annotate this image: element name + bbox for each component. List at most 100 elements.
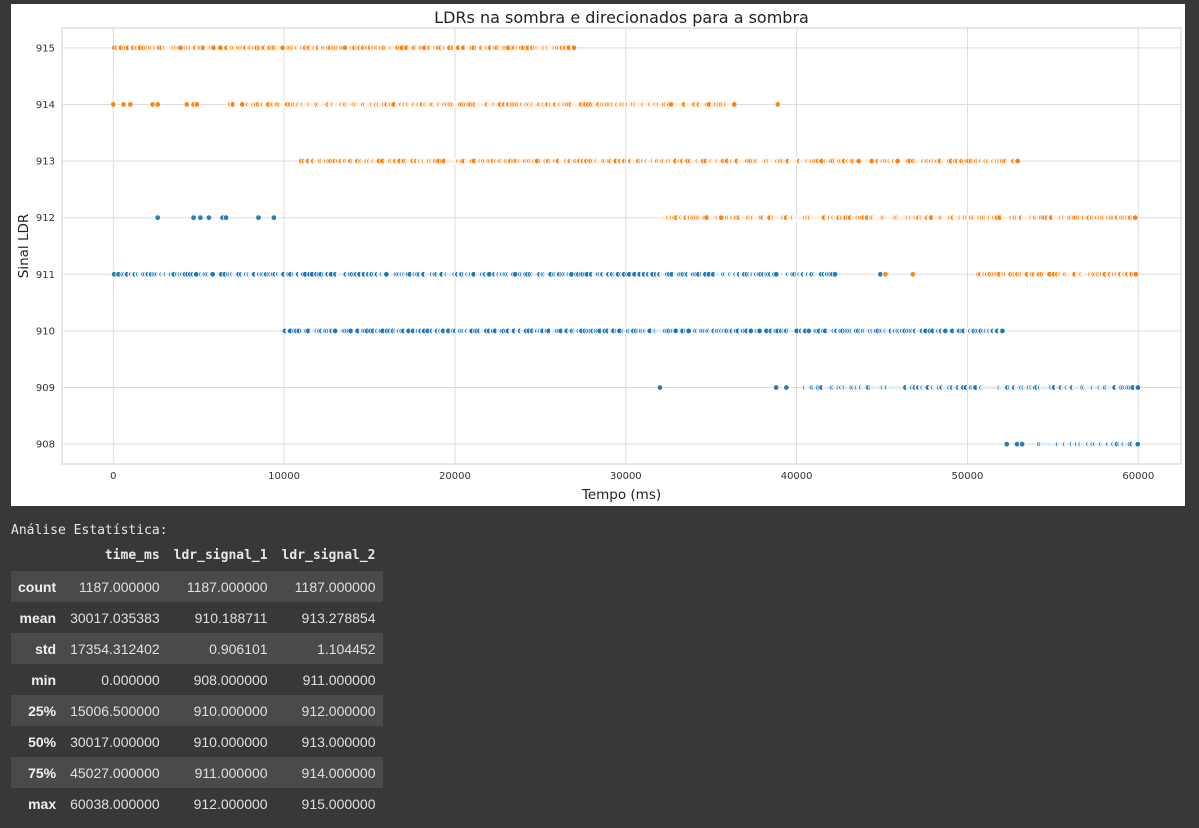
x-tick-label: 40000 [781,471,813,482]
table-row: 50% 30017.000000 910.000000 913.000000 [11,726,383,757]
data-point [570,44,578,52]
row-label: std [35,640,57,657]
data-point [127,101,134,108]
y-axis-label: Sinal LDR [16,214,32,279]
y-tick-label: 911 [36,270,55,281]
row-label: count [18,578,57,595]
data-point [942,327,949,335]
cell-time: 15006.500000 [70,702,160,719]
data-point [255,214,262,221]
data-point [1018,440,1026,448]
scatter-chart-panel: 0 10000 20000 30000 40000 50000 60000 908 909 910… [11,4,1185,506]
cell-ldr2: 911.000000 [302,671,376,688]
table-row: mean 30017.035383 910.188711 913.278854 [11,602,383,633]
data-point [909,271,916,278]
data-point [672,327,679,335]
data-point [279,44,286,52]
data-point [568,271,575,278]
data-point [703,214,710,221]
row-label: min [31,671,57,688]
data-point [772,384,780,391]
row-label: 25% [28,702,57,719]
cell-time: 45027.000000 [70,764,160,781]
data-point [656,384,664,391]
plot-area [61,27,1182,465]
y-tick-label: 913 [36,157,55,168]
row-label: max [28,795,57,812]
cell-ldr2: 913.000000 [301,733,376,750]
data-point [120,101,127,108]
y-tick-label: 910 [36,326,55,337]
data-point [197,214,204,221]
cell-time: 30017.035383 [70,609,160,626]
cell-ldr2: 912.000000 [301,702,376,719]
cell-ldr1: 910.000000 [193,702,268,719]
chart-title: LDRs na sombra e direcionados para a som… [434,8,809,27]
data-point [667,101,675,108]
cell-ldr2: 1187.000000 [294,578,376,595]
data-point [773,271,780,278]
cell-ldr1: 910.188711 [194,609,268,626]
cell-ldr1: 910.000000 [193,733,268,750]
data-point [512,271,519,278]
table-row: 25% 15006.500000 910.000000 912.000000 [11,695,383,726]
data-point [894,157,901,165]
data-point [183,101,190,108]
data-point [270,214,278,221]
cell-ldr1: 908.000000 [193,671,268,688]
cell-ldr1: 0.906101 [209,640,268,657]
data-point [783,384,790,391]
data-point [1132,271,1140,278]
scatter-chart: 0 10000 20000 30000 40000 50000 60000 908 909 910… [16,8,1182,503]
data-point [209,271,216,278]
data-point [486,271,493,278]
data-point [999,327,1006,335]
data-point [868,157,875,165]
cell-time: 60038.000000 [70,795,160,812]
data-point [805,327,813,335]
stats-header-index [11,540,63,571]
data-point [193,101,201,108]
data-point [747,327,755,335]
data-point [731,101,738,108]
data-point [222,214,230,221]
stats-title: Análise Estatística: [11,523,168,538]
data-point [383,271,390,278]
stats-header-ldr2: ldr_signal_2 [281,548,376,563]
row-label: mean [19,609,57,626]
data-point [331,327,339,335]
row-label: 50% [28,733,57,750]
data-point [154,214,161,221]
y-tick-label: 912 [36,213,55,224]
data-point [1134,384,1142,391]
cell-ldr2: 1.104452 [317,640,376,657]
stats-header-row: time_ms ldr_signal_1 ldr_signal_2 [11,540,383,571]
table-row: min 0.000000 908.000000 911.000000 [11,664,383,695]
data-point [347,327,354,335]
data-point [205,214,213,221]
cell-ldr2: 914.000000 [301,764,376,781]
data-point [831,271,839,278]
table-row: max 60038.000000 912.000000 915.000000 [11,788,383,819]
x-axis-label: Tempo (ms) [581,487,661,503]
data-point [217,44,224,52]
data-point [190,214,197,221]
y-tick-label: 908 [36,440,55,451]
cell-ldr2: 913.278854 [301,609,376,626]
cell-ldr2: 915.000000 [301,795,376,812]
table-row: std 17354.312402 0.906101 1.104452 [11,633,383,664]
stats-header-time: time_ms [104,548,160,563]
table-row: count 1187.000000 1187.000000 1187.000000 [11,571,383,602]
data-point [210,44,217,52]
data-point [193,271,200,278]
cell-time: 0.000000 [101,671,160,688]
cell-ldr1: 1187.000000 [186,578,268,595]
x-tick-label: 0 [110,471,116,482]
y-tick-label: 909 [36,383,55,394]
data-point [110,101,117,108]
x-tick-label: 20000 [439,471,471,482]
cell-ldr1: 912.000000 [193,795,268,812]
x-tick-label: 30000 [610,471,642,482]
cell-time: 30017.000000 [70,733,160,750]
data-point [341,44,349,52]
